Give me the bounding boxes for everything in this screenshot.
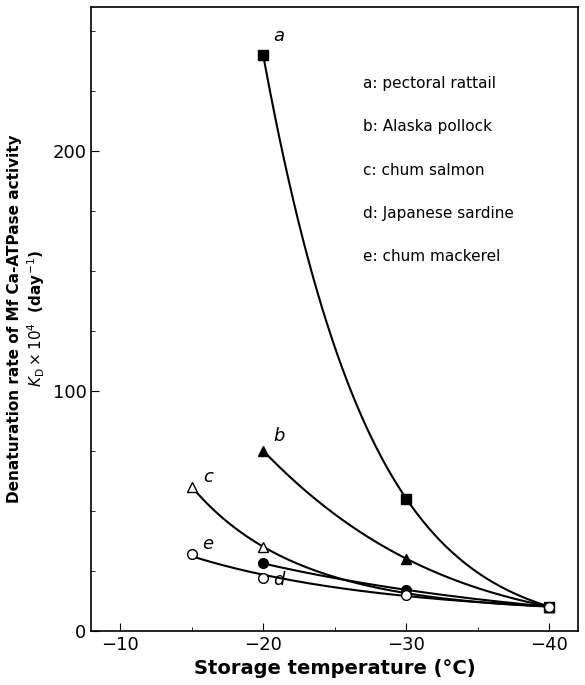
Text: b: b	[273, 427, 285, 445]
Y-axis label: Denaturation rate of Mf Ca-ATPase activity
$K_{\mathrm{D}} \times 10^4$  (day$^{: Denaturation rate of Mf Ca-ATPase activi…	[7, 134, 47, 503]
Text: e: e	[202, 535, 213, 553]
Text: b: Alaska pollock: b: Alaska pollock	[363, 119, 493, 134]
Text: d: Japanese sardine: d: Japanese sardine	[363, 206, 514, 221]
Text: e: chum mackerel: e: chum mackerel	[363, 249, 501, 264]
Text: c: chum salmon: c: chum salmon	[363, 162, 485, 177]
Text: c: c	[203, 468, 213, 486]
Text: a: pectoral rattail: a: pectoral rattail	[363, 76, 496, 91]
Text: d: d	[273, 571, 285, 589]
X-axis label: Storage temperature (°C): Storage temperature (°C)	[194, 659, 476, 678]
Text: a: a	[274, 27, 285, 45]
